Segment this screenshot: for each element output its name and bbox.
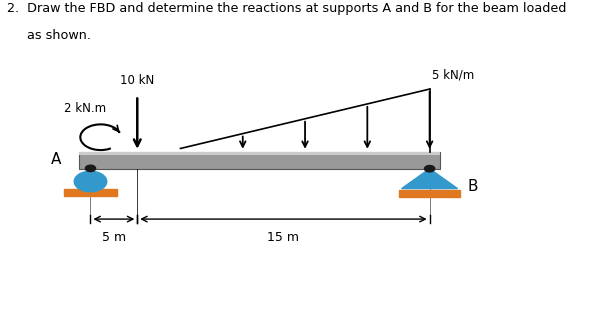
Bar	[79, 152, 440, 155]
Bar	[64, 189, 117, 196]
Text: as shown.: as shown.	[7, 29, 91, 42]
Text: 5 kN/m: 5 kN/m	[432, 68, 474, 81]
Text: 10 kN: 10 kN	[120, 74, 154, 88]
Text: A: A	[51, 152, 61, 167]
Circle shape	[425, 166, 434, 172]
Text: 2.  Draw the FBD and determine the reactions at supports A and B for the beam lo: 2. Draw the FBD and determine the reacti…	[7, 2, 566, 14]
Text: 2 kN.m: 2 kN.m	[64, 102, 106, 115]
Polygon shape	[402, 169, 457, 189]
Circle shape	[74, 171, 106, 192]
Bar	[399, 189, 460, 196]
Text: B: B	[468, 179, 478, 195]
Text: 15 m: 15 m	[267, 231, 299, 244]
Circle shape	[85, 165, 96, 172]
Bar	[79, 152, 440, 169]
Text: 5 m: 5 m	[102, 231, 126, 244]
